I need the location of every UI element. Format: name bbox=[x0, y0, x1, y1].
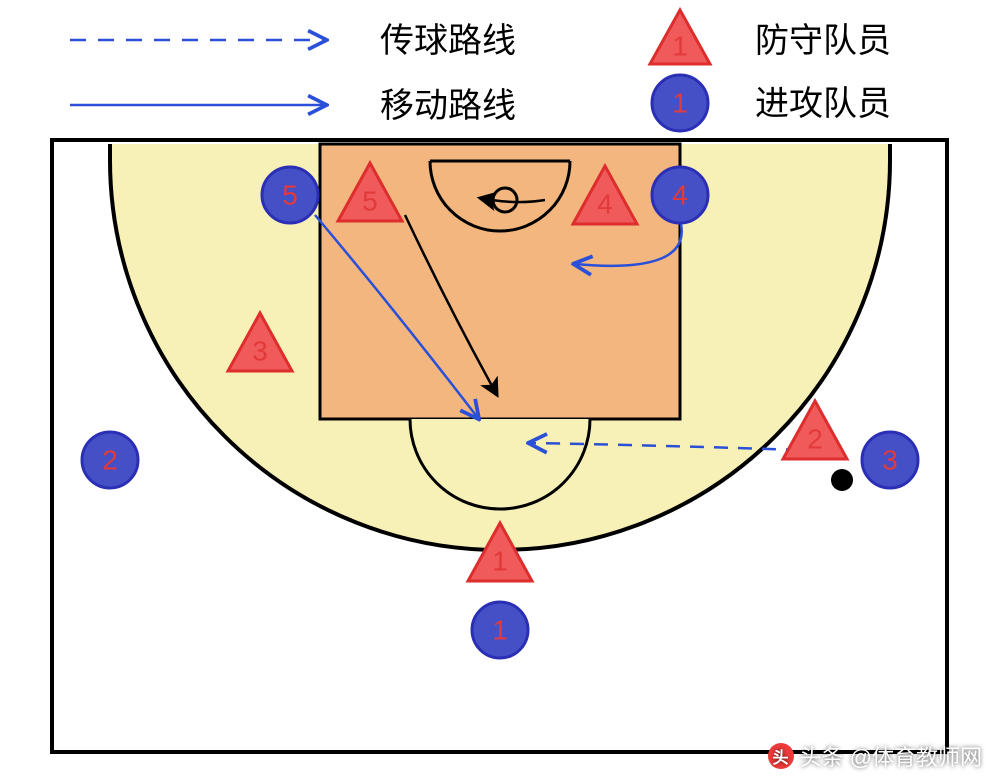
legend: 传球路线 移动路线 1 防守队员 1 进攻队员 bbox=[70, 10, 891, 131]
legend-pass-label: 传球路线 bbox=[380, 22, 516, 60]
legend-attacker-num: 1 bbox=[672, 88, 688, 119]
ball bbox=[831, 469, 853, 491]
diagram-svg: 传球路线 移动路线 1 防守队员 1 进攻队员 bbox=[0, 0, 1000, 782]
attacker-3: 3 bbox=[862, 432, 918, 488]
watermark: 头 头条 @体育教师网 bbox=[768, 740, 982, 772]
attacker-1: 1 bbox=[472, 602, 528, 658]
defender-4-num: 4 bbox=[597, 189, 613, 220]
legend-move-label: 移动路线 bbox=[380, 87, 516, 125]
legend-attacker-label: 进攻队员 bbox=[755, 85, 891, 123]
legend-defender-icon: 1 bbox=[650, 10, 710, 64]
attacker-5-num: 5 bbox=[282, 180, 298, 211]
legend-defender-label: 防守队员 bbox=[755, 22, 891, 60]
defender-5-num: 5 bbox=[362, 186, 378, 217]
attacker-4: 4 bbox=[652, 167, 708, 223]
attacker-1-num: 1 bbox=[492, 615, 508, 646]
attacker-4-num: 4 bbox=[672, 180, 688, 211]
defender-3-num: 3 bbox=[252, 336, 268, 367]
legend-defender-num: 1 bbox=[672, 31, 688, 62]
attacker-2: 2 bbox=[82, 432, 138, 488]
attacker-5: 5 bbox=[262, 167, 318, 223]
defender-2-num: 2 bbox=[807, 424, 823, 455]
watermark-text: 头条 @体育教师网 bbox=[800, 740, 982, 772]
watermark-logo-icon: 头 bbox=[768, 743, 794, 769]
legend-attacker-icon: 1 bbox=[652, 75, 708, 131]
attacker-3-num: 3 bbox=[882, 445, 898, 476]
defender-1-num: 1 bbox=[492, 546, 508, 577]
attacker-2-num: 2 bbox=[102, 445, 118, 476]
